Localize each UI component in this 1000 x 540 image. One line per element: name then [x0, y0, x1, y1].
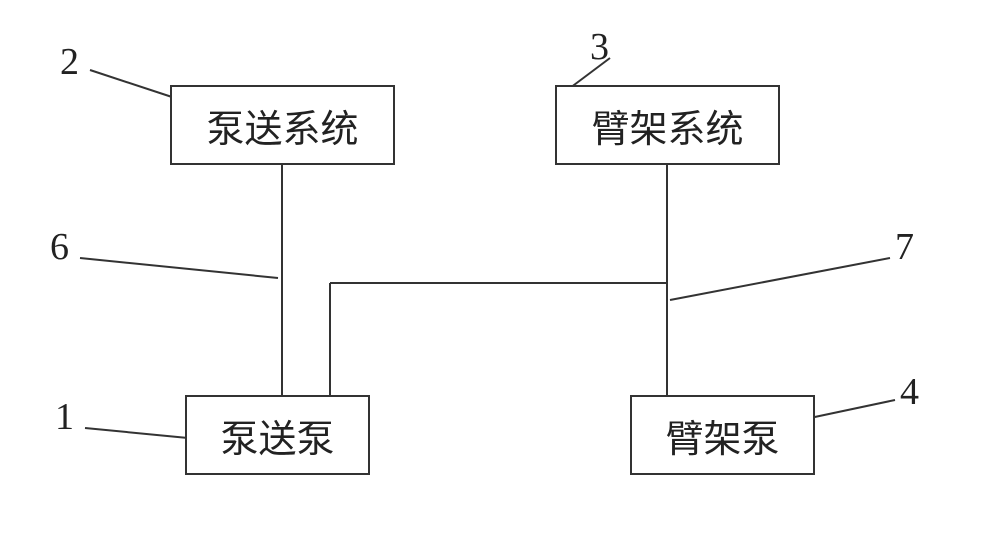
node-pump-pump: 泵送泵: [185, 395, 370, 475]
node-pump-system-label: 泵送系统: [206, 98, 358, 153]
ref-label-7: 7: [895, 225, 914, 269]
ref-label-1: 1: [55, 395, 74, 439]
node-boom-system-label: 臂架系统: [591, 98, 743, 153]
node-pump-pump-label: 泵送泵: [220, 408, 334, 463]
diagram-canvas: 泵送系统 臂架系统 泵送泵 臂架泵 2 3 6 7 1 4: [0, 0, 1000, 540]
node-boom-pump: 臂架泵: [630, 395, 815, 475]
ref-label-2: 2: [60, 40, 79, 84]
ref-label-6: 6: [50, 225, 69, 269]
node-pump-system: 泵送系统: [170, 85, 395, 165]
connection-lines: [0, 0, 1000, 540]
node-boom-system: 臂架系统: [555, 85, 780, 165]
ref-label-3: 3: [590, 25, 609, 69]
node-boom-pump-label: 臂架泵: [665, 408, 779, 463]
ref-label-4: 4: [900, 370, 919, 414]
